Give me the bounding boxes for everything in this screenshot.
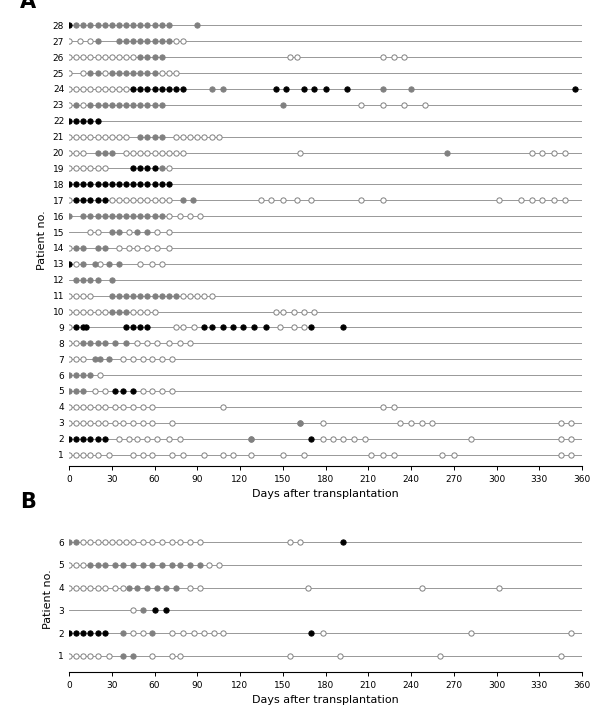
X-axis label: Days after transplantation: Days after transplantation: [252, 489, 399, 499]
Y-axis label: Patient no.: Patient no.: [43, 569, 53, 629]
Y-axis label: Patient no.: Patient no.: [37, 210, 47, 270]
Text: B: B: [20, 491, 36, 512]
X-axis label: Days after transplantation: Days after transplantation: [252, 695, 399, 705]
Text: A: A: [20, 0, 37, 12]
